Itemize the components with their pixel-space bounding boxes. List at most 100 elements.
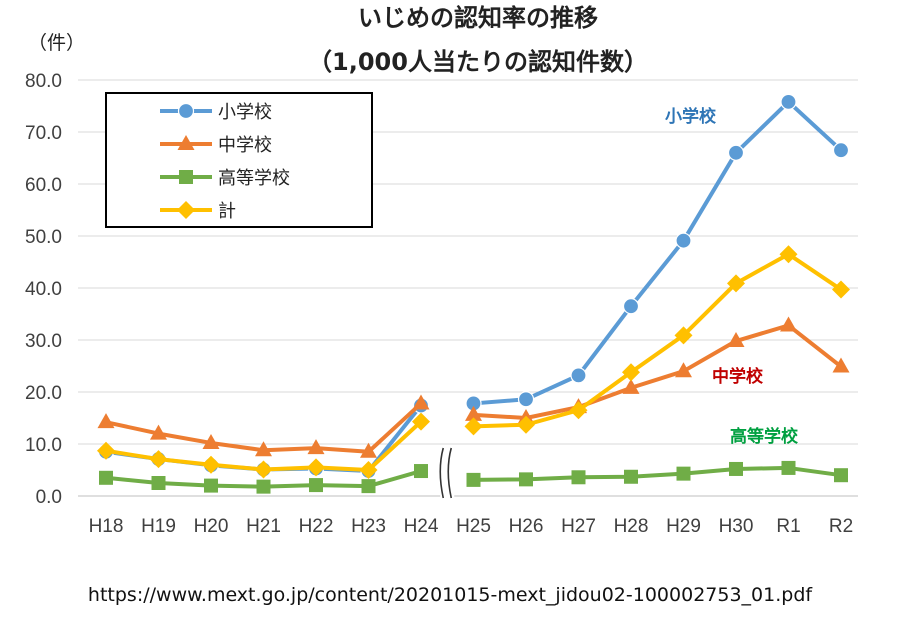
legend-marker bbox=[177, 201, 195, 219]
y-tick-label: 60.0 bbox=[25, 175, 62, 196]
chart-title-line2: （1,000人当たりの認知件数） bbox=[308, 48, 648, 76]
x-tick-label: H26 bbox=[509, 516, 544, 537]
y-axis-unit-label: （件） bbox=[28, 32, 85, 54]
x-tick-label: R1 bbox=[776, 516, 800, 537]
data-point bbox=[412, 394, 430, 410]
y-tick-label: 50.0 bbox=[25, 227, 62, 248]
x-tick-label: H24 bbox=[404, 516, 439, 537]
data-point bbox=[202, 455, 220, 474]
y-tick-label: 20.0 bbox=[25, 383, 62, 404]
data-point bbox=[412, 412, 430, 431]
data-point bbox=[832, 142, 850, 159]
legend-marker bbox=[179, 170, 193, 184]
data-point bbox=[727, 332, 745, 348]
data-point bbox=[622, 363, 640, 382]
source-url: https://www.mext.go.jp/content/20201015-… bbox=[87, 584, 813, 606]
x-tick-label: H28 bbox=[614, 516, 649, 537]
data-point bbox=[569, 401, 588, 420]
data-point bbox=[307, 439, 325, 455]
legend-marker bbox=[177, 102, 195, 120]
x-tick-label: H29 bbox=[666, 516, 701, 537]
x-axis-ticks: H18 H19 H20 H21 H22 H23 H24 H25 H26 H27 H28 H29 H30 R… bbox=[89, 516, 854, 537]
series-line bbox=[473, 465, 842, 482]
data-point bbox=[309, 478, 323, 493]
data-point bbox=[97, 441, 115, 460]
data-point bbox=[674, 326, 693, 345]
x-tick-label: H30 bbox=[719, 516, 754, 537]
axis-break-mark bbox=[439, 445, 455, 500]
data-point bbox=[359, 461, 378, 479]
data-point bbox=[361, 479, 376, 494]
legend-marker bbox=[177, 135, 195, 150]
data-point bbox=[622, 378, 640, 394]
x-tick-label: H23 bbox=[351, 516, 386, 537]
axis-break-line bbox=[439, 447, 445, 499]
data-point bbox=[307, 458, 325, 477]
data-point bbox=[256, 479, 271, 494]
y-axis-ticks: 0.0 10.0 20.0 30.0 40.0 50.0 60.0 70.0 80.0 bbox=[25, 71, 62, 508]
data-point bbox=[624, 469, 638, 484]
data-point bbox=[254, 460, 273, 479]
data-point bbox=[779, 245, 798, 264]
data-point bbox=[360, 442, 377, 458]
series-group bbox=[97, 93, 850, 494]
series-annotation: 高等学校 bbox=[730, 426, 799, 447]
data-point bbox=[622, 298, 640, 315]
y-tick-label: 10.0 bbox=[25, 435, 62, 456]
data-point bbox=[832, 280, 850, 299]
data-point bbox=[97, 413, 115, 429]
x-tick-label: H25 bbox=[456, 516, 491, 537]
series-line bbox=[473, 323, 843, 420]
data-point bbox=[465, 405, 482, 421]
data-point bbox=[204, 478, 218, 493]
y-tick-label: 40.0 bbox=[25, 279, 62, 300]
data-point bbox=[414, 464, 428, 479]
data-point bbox=[99, 470, 113, 485]
y-tick-label: 0.0 bbox=[36, 487, 62, 508]
series-line bbox=[473, 252, 843, 429]
data-point bbox=[727, 274, 745, 293]
data-point bbox=[675, 232, 692, 249]
data-point bbox=[675, 362, 692, 378]
chart-title-line1: いじめの認知率の推移 bbox=[358, 4, 598, 32]
data-point bbox=[780, 93, 797, 110]
axis-break-gap bbox=[440, 445, 455, 500]
data-point bbox=[202, 433, 220, 449]
x-tick-label: H27 bbox=[561, 516, 596, 537]
data-point bbox=[780, 316, 797, 332]
data-point bbox=[464, 417, 483, 436]
series-line bbox=[473, 99, 843, 406]
legend-label: 計 bbox=[218, 201, 236, 222]
series-中学校 bbox=[97, 316, 850, 458]
data-point bbox=[517, 415, 535, 434]
series-annotation: 中学校 bbox=[712, 366, 764, 387]
x-tick-label: H19 bbox=[141, 516, 176, 537]
data-point bbox=[781, 460, 796, 475]
data-point bbox=[729, 461, 743, 476]
series-高等学校 bbox=[99, 460, 848, 494]
x-tick-label: H21 bbox=[246, 516, 281, 537]
data-point bbox=[571, 470, 586, 485]
legend-label: 中学校 bbox=[218, 135, 272, 156]
x-tick-label: H18 bbox=[89, 516, 124, 537]
data-point bbox=[832, 357, 850, 373]
series-annotation: 小学校 bbox=[665, 106, 717, 127]
data-point bbox=[150, 424, 167, 440]
line-chart: いじめの認知率の推移 （1,000人当たりの認知件数） （件） 0.0 10.0 2… bbox=[25, 4, 858, 537]
data-point bbox=[255, 441, 272, 457]
x-tick-label: H22 bbox=[299, 516, 334, 537]
y-tick-label: 70.0 bbox=[25, 123, 62, 144]
legend-label: 高等学校 bbox=[218, 168, 290, 189]
data-point bbox=[517, 391, 535, 408]
data-point bbox=[570, 367, 587, 384]
data-point bbox=[151, 476, 166, 490]
y-tick-label: 30.0 bbox=[25, 331, 62, 352]
legend-label: 小学校 bbox=[218, 102, 272, 123]
x-tick-label: R2 bbox=[829, 516, 853, 537]
data-point bbox=[676, 466, 691, 481]
y-tick-label: 80.0 bbox=[25, 71, 62, 92]
data-point bbox=[466, 472, 481, 487]
data-point bbox=[519, 472, 533, 487]
axis-break-line bbox=[447, 447, 453, 499]
